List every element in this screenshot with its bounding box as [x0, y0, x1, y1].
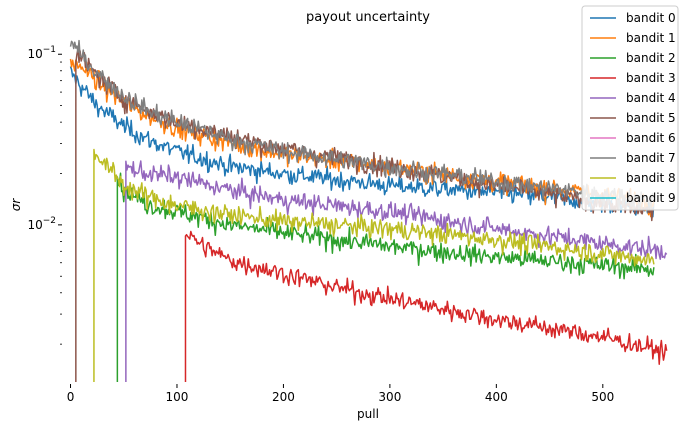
legend-label: bandit 9 — [626, 191, 676, 205]
x-tick-label: 500 — [591, 390, 614, 404]
legend: bandit 0 bandit 1 bandit 2 bandit 3 bandit 4… — [581, 5, 679, 211]
series-line-bandit-2 — [116, 172, 655, 382]
x-axis-ticks: 0 100 200 300 400 500 — [67, 384, 614, 404]
legend-label: bandit 7 — [626, 151, 676, 165]
x-tick-label: 0 — [67, 390, 75, 404]
y-tick-label: 10−1 — [27, 45, 56, 61]
legend-entries: bandit 0 bandit 1 bandit 2 bandit 3 bandit 4… — [590, 11, 676, 205]
x-tick-label: 200 — [272, 390, 295, 404]
legend-label: bandit 4 — [626, 91, 676, 105]
y-tick-label: 10−2 — [27, 216, 56, 232]
series-line-bandit-5 — [75, 47, 655, 382]
series-layer — [69, 39, 668, 382]
legend-frame — [581, 5, 679, 211]
y-axis-ticks: 10−1 10−2 — [27, 45, 62, 345]
legend-label: bandit 8 — [626, 171, 676, 185]
legend-label: bandit 2 — [626, 51, 676, 65]
y-axis-label: σr — [9, 198, 23, 212]
legend-label: bandit 6 — [626, 131, 676, 145]
legend-label: bandit 1 — [626, 31, 676, 45]
series-line-bandit-3 — [184, 230, 668, 382]
chart-title: payout uncertainty — [306, 10, 430, 25]
x-tick-label: 300 — [378, 390, 401, 404]
series-line-bandit-8 — [93, 148, 655, 382]
legend-label: bandit 3 — [626, 71, 676, 85]
legend-label: bandit 0 — [626, 11, 676, 25]
legend-label: bandit 5 — [626, 111, 676, 125]
x-axis-label: pull — [357, 407, 379, 421]
series-line-bandit-7 — [69, 39, 655, 211]
x-tick-label: 100 — [166, 390, 189, 404]
x-tick-label: 400 — [485, 390, 508, 404]
